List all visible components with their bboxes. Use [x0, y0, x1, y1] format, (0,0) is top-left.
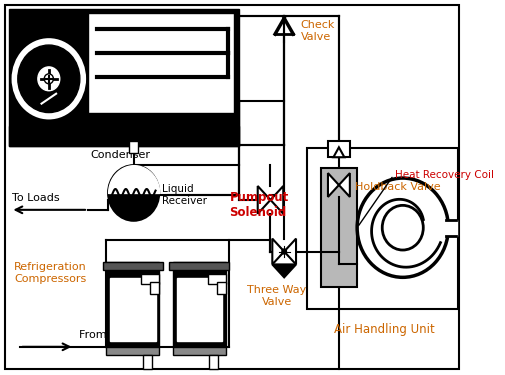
- Bar: [129, 141, 138, 153]
- Text: To Loads: To Loads: [12, 193, 60, 203]
- Text: Liquid
Receiver: Liquid Receiver: [162, 184, 207, 206]
- Text: Pumpout
Solenoid: Pumpout Solenoid: [229, 191, 288, 219]
- Text: Check
Valve: Check Valve: [300, 20, 334, 42]
- Circle shape: [18, 45, 80, 112]
- Bar: [209, 355, 218, 369]
- Polygon shape: [270, 186, 283, 214]
- Bar: [307, 148, 458, 309]
- Bar: [106, 262, 159, 347]
- Circle shape: [108, 165, 159, 221]
- Bar: [141, 274, 159, 284]
- Bar: [443, 220, 456, 236]
- Bar: [176, 278, 222, 341]
- Polygon shape: [333, 147, 344, 157]
- Bar: [110, 278, 155, 341]
- Polygon shape: [327, 173, 338, 197]
- Polygon shape: [272, 264, 295, 278]
- Bar: [106, 347, 159, 355]
- Circle shape: [357, 178, 447, 278]
- Bar: [103, 262, 163, 270]
- Text: Air Handling Unit: Air Handling Unit: [333, 323, 434, 336]
- Bar: [320, 168, 357, 287]
- Circle shape: [44, 74, 54, 84]
- Bar: [169, 262, 229, 270]
- Polygon shape: [338, 173, 349, 197]
- Polygon shape: [284, 238, 295, 264]
- Bar: [88, 13, 233, 112]
- Bar: [173, 262, 225, 347]
- Bar: [9, 9, 238, 146]
- Bar: [207, 274, 225, 284]
- Text: From Loads: From Loads: [79, 330, 142, 340]
- Circle shape: [281, 249, 286, 254]
- Polygon shape: [272, 238, 284, 264]
- Circle shape: [381, 206, 423, 250]
- Polygon shape: [257, 186, 270, 214]
- Text: Holdback Valve: Holdback Valve: [355, 182, 440, 192]
- Bar: [9, 126, 238, 146]
- Text: Heat Recovery Coil: Heat Recovery Coil: [395, 170, 493, 180]
- Bar: [38, 123, 60, 132]
- Bar: [216, 282, 225, 294]
- Bar: [142, 355, 152, 369]
- Text: Three Way
Valve: Three Way Valve: [247, 285, 306, 307]
- Bar: [327, 141, 349, 157]
- Text: Condenser: Condenser: [90, 150, 149, 160]
- Circle shape: [11, 37, 87, 120]
- Bar: [173, 347, 225, 355]
- Bar: [150, 282, 159, 294]
- Circle shape: [38, 67, 60, 91]
- Text: Refrigeration
Compressors: Refrigeration Compressors: [14, 262, 87, 284]
